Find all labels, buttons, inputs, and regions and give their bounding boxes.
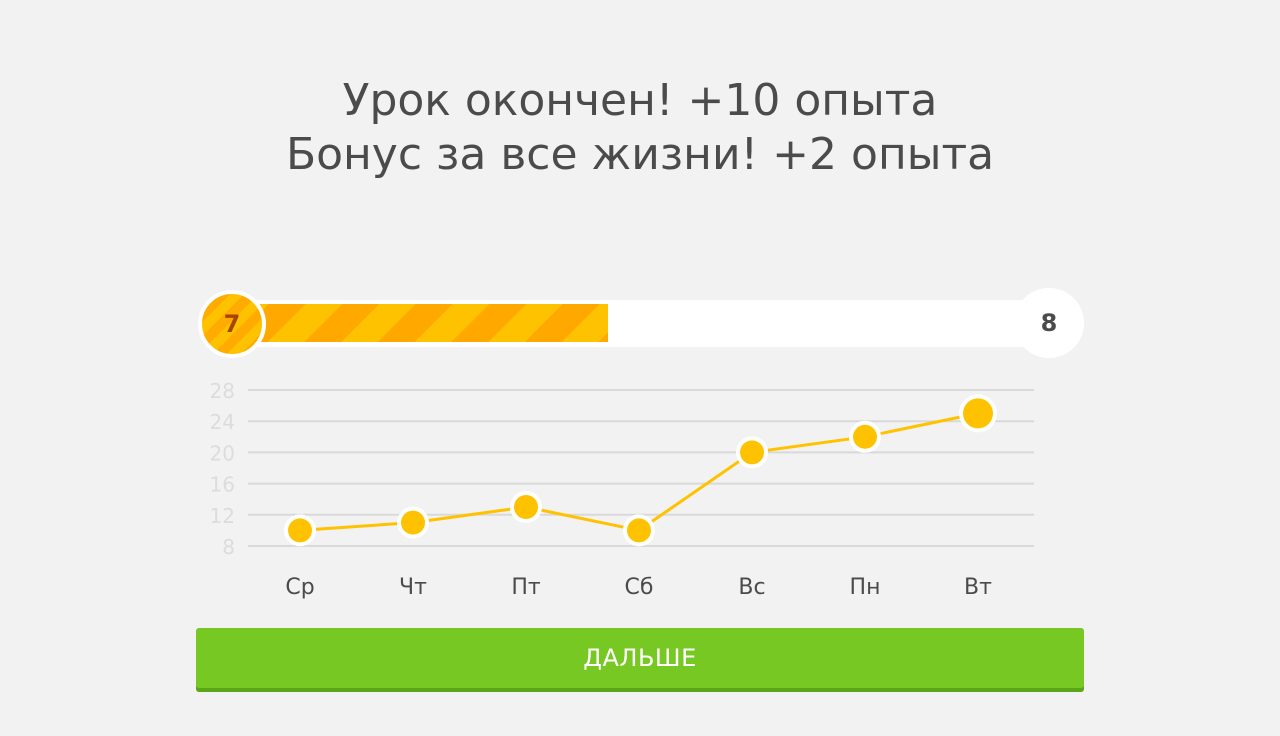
y-tick-label: 20 [210,441,235,465]
data-point [627,518,651,543]
data-point [740,440,764,465]
y-tick-label: 28 [210,379,235,403]
y-tick-label: 12 [210,504,235,528]
y-tick-label: 8 [222,535,235,559]
lesson-result-headline: Урок окончен! +10 опыта Бонус за все жиз… [0,74,1280,182]
data-point [401,510,425,535]
level-progress-fill [232,304,608,342]
data-point [853,424,877,449]
data-point [288,518,312,543]
next-level-badge: 8 [1014,288,1084,358]
bonus-text: Бонус за все жизни! +2 опыта [285,129,995,180]
x-tick-label: Ср [285,575,314,600]
x-tick-label: Сб [625,575,654,600]
data-point [963,398,993,429]
x-tick-label: Вс [738,575,765,600]
data-point [514,495,538,519]
lesson-complete-text: Урок окончен! +10 опыта [342,75,938,126]
y-tick-label: 24 [210,410,235,434]
y-tick-label: 16 [210,473,235,497]
x-tick-label: Вт [964,575,992,600]
x-tick-label: Пн [850,575,881,600]
current-level-badge: 7 [198,290,266,358]
x-tick-label: Чт [399,575,427,600]
x-tick-label: Пт [511,575,541,600]
continue-button[interactable]: ДАЛЬШЕ [196,628,1084,688]
